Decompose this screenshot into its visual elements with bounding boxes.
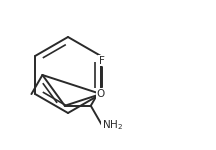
Text: F: F — [99, 56, 105, 66]
Text: NH$_2$: NH$_2$ — [102, 118, 123, 132]
Text: O: O — [97, 89, 105, 99]
